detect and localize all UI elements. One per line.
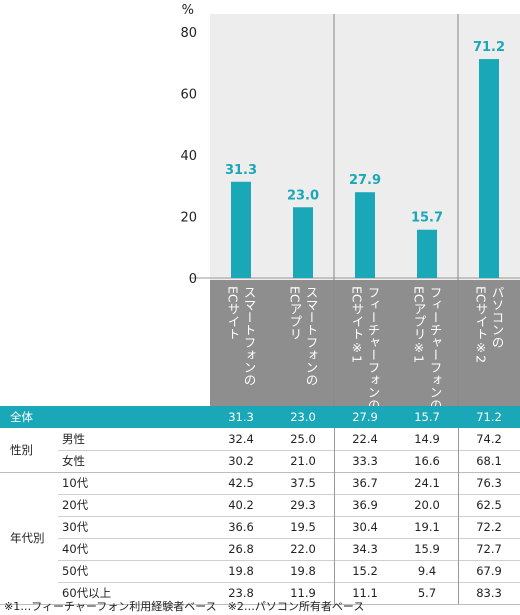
y-axis-unit: %: [182, 3, 194, 18]
row-value: 26.8: [228, 542, 254, 556]
row-value: 72.7: [476, 542, 502, 556]
group-label: 年代別: [10, 531, 45, 545]
row-label: 30代: [62, 520, 89, 534]
category-label: ECサイト※2: [474, 286, 489, 363]
bar-2: [293, 207, 313, 278]
y-tick-label: 40: [180, 149, 197, 164]
row-value: 9.4: [417, 564, 437, 578]
column-divider: [334, 428, 335, 604]
total-row-value: 31.3: [228, 410, 254, 424]
y-tick-label: 20: [180, 211, 197, 226]
row-divider: [0, 472, 520, 473]
row-label: 女性: [62, 454, 85, 468]
row-label: 50代: [62, 564, 89, 578]
total-row-label: 全体: [10, 410, 33, 424]
bar-value-label: 23.0: [287, 188, 319, 203]
row-value: 72.2: [476, 520, 502, 534]
row-value: 68.1: [476, 454, 502, 468]
row-value: 36.7: [352, 476, 378, 490]
row-value: 23.8: [228, 586, 254, 600]
bar-5: [479, 59, 499, 279]
bar-value-label: 71.2: [473, 40, 505, 55]
row-value: 74.2: [476, 432, 502, 446]
category-label: スマートフォンの: [304, 286, 319, 386]
row-label: 40代: [62, 542, 89, 556]
row-value: 5.7: [417, 586, 437, 600]
row-divider: [58, 450, 520, 451]
row-value: 36.9: [352, 498, 378, 512]
total-row: [0, 406, 520, 428]
row-value: 29.3: [290, 498, 316, 512]
row-value: 30.2: [228, 454, 254, 468]
row-label: 20代: [62, 498, 89, 512]
row-value: 83.3: [476, 586, 502, 600]
row-value: 37.5: [290, 476, 316, 490]
total-row-value: 23.0: [290, 410, 316, 424]
row-label: 10代: [62, 476, 89, 490]
bar-value-label: 15.7: [411, 211, 443, 226]
category-label: ECサイト※1: [350, 286, 365, 363]
row-divider: [58, 582, 520, 583]
y-tick-label: 80: [180, 26, 197, 41]
row-value: 19.8: [290, 564, 316, 578]
category-label: ECアプリ: [288, 286, 303, 340]
row-value: 24.1: [414, 476, 440, 490]
group-label: 性別: [10, 443, 33, 457]
bar-4: [417, 229, 437, 278]
row-value: 15.2: [352, 564, 378, 578]
row-label: 男性: [62, 432, 85, 446]
row-value: 11.1: [352, 586, 378, 600]
total-row-value: 15.7: [414, 410, 440, 424]
row-value: 34.3: [352, 542, 378, 556]
row-value: 40.2: [228, 498, 254, 512]
y-tick-label: 60: [180, 88, 197, 103]
row-label: 60代以上: [62, 586, 112, 600]
total-row-value: 27.9: [352, 410, 378, 424]
row-value: 11.9: [290, 586, 316, 600]
row-value: 67.9: [476, 564, 502, 578]
bar-value-label: 27.9: [349, 173, 381, 188]
category-header: [210, 280, 520, 406]
row-divider: [0, 604, 520, 605]
row-value: 15.9: [414, 542, 440, 556]
row-divider: [58, 560, 520, 561]
row-divider: [58, 494, 520, 495]
footnote: ※1…フィーチャーフォン利用経験者ベース ※2…パソコン所有者ベース: [4, 600, 365, 613]
bar-value-label: 31.3: [225, 163, 257, 178]
row-value: 19.5: [290, 520, 316, 534]
row-value: 62.5: [476, 498, 502, 512]
row-value: 42.5: [228, 476, 254, 490]
row-value: 30.4: [352, 520, 378, 534]
row-value: 22.4: [352, 432, 378, 446]
row-value: 21.0: [290, 454, 316, 468]
category-label: ECアプリ※1: [412, 286, 427, 363]
row-value: 22.0: [290, 542, 316, 556]
total-row-value: 71.2: [476, 410, 502, 424]
y-tick-label: 0: [189, 272, 197, 287]
category-label: ECサイト: [226, 286, 241, 340]
category-label: スマートフォンの: [242, 286, 257, 386]
row-divider: [58, 516, 520, 517]
row-value: 25.0: [290, 432, 316, 446]
row-value: 19.8: [228, 564, 254, 578]
category-label: フィーチャーフォンの: [428, 286, 443, 411]
row-value: 36.6: [228, 520, 254, 534]
column-divider: [458, 428, 459, 604]
row-value: 32.4: [228, 432, 254, 446]
bar-1: [231, 181, 251, 278]
category-label: フィーチャーフォンの: [366, 286, 381, 411]
row-value: 19.1: [414, 520, 440, 534]
row-value: 33.3: [352, 454, 378, 468]
row-value: 20.0: [414, 498, 440, 512]
row-divider: [58, 538, 520, 539]
row-value: 14.9: [414, 432, 440, 446]
row-value: 16.6: [414, 454, 440, 468]
row-value: 76.3: [476, 476, 502, 490]
bar-3: [355, 192, 375, 278]
category-label: パソコンの: [490, 286, 505, 349]
